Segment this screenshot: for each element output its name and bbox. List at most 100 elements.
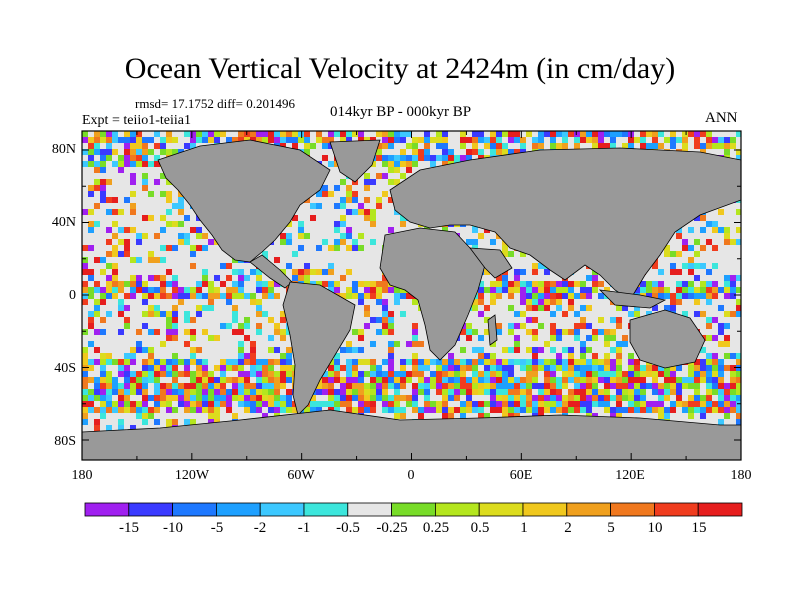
field-cell <box>682 131 688 137</box>
field-cell <box>190 137 196 143</box>
field-cell <box>298 275 304 281</box>
field-cell <box>106 275 112 281</box>
field-cell <box>568 407 574 413</box>
field-cell <box>508 389 514 395</box>
field-cell <box>322 239 328 245</box>
field-cell <box>298 233 304 239</box>
field-cell <box>268 293 274 299</box>
field-cell <box>136 287 142 293</box>
field-cell <box>412 395 418 401</box>
field-cell <box>112 269 118 275</box>
field-cell <box>580 287 586 293</box>
field-cell <box>460 143 466 149</box>
field-cell <box>658 407 664 413</box>
field-cell <box>154 305 160 311</box>
field-cell <box>310 269 316 275</box>
field-cell <box>502 371 508 377</box>
field-cell <box>130 203 136 209</box>
field-cell <box>514 275 520 281</box>
field-cell <box>250 131 256 137</box>
field-cell <box>520 323 526 329</box>
field-cell <box>352 329 358 335</box>
field-cell <box>640 395 646 401</box>
field-cell <box>172 281 178 287</box>
field-cell <box>112 197 118 203</box>
field-cell <box>154 329 160 335</box>
field-cell <box>370 359 376 365</box>
field-cell <box>364 359 370 365</box>
field-cell <box>172 323 178 329</box>
field-cell <box>268 395 274 401</box>
field-cell <box>100 329 106 335</box>
colorbar-box <box>697 502 743 517</box>
field-cell <box>334 131 340 137</box>
field-cell <box>418 377 424 383</box>
field-cell <box>184 365 190 371</box>
field-cell <box>514 281 520 287</box>
field-cell <box>406 167 412 173</box>
field-cell <box>268 407 274 413</box>
field-cell <box>628 137 634 143</box>
field-cell <box>442 149 448 155</box>
field-cell <box>724 239 730 245</box>
field-cell <box>454 365 460 371</box>
field-cell <box>610 137 616 143</box>
field-cell <box>586 347 592 353</box>
field-cell <box>280 137 286 143</box>
field-cell <box>610 377 616 383</box>
field-cell <box>184 317 190 323</box>
field-cell <box>196 407 202 413</box>
field-cell <box>490 359 496 365</box>
field-cell <box>106 263 112 269</box>
field-cell <box>718 383 724 389</box>
field-cell <box>190 293 196 299</box>
field-cell <box>712 335 718 341</box>
field-cell <box>304 269 310 275</box>
field-cell <box>490 377 496 383</box>
field-cell <box>388 365 394 371</box>
field-cell <box>136 389 142 395</box>
field-cell <box>364 137 370 143</box>
field-cell <box>694 215 700 221</box>
field-cell <box>658 143 664 149</box>
field-cell <box>376 203 382 209</box>
field-cell <box>388 197 394 203</box>
field-cell <box>406 131 412 137</box>
field-cell <box>604 395 610 401</box>
field-cell <box>346 245 352 251</box>
field-cell <box>616 353 622 359</box>
field-cell <box>400 155 406 161</box>
field-cell <box>670 305 676 311</box>
field-cell <box>676 365 682 371</box>
field-cell <box>370 293 376 299</box>
field-cell <box>250 383 256 389</box>
field-cell <box>604 407 610 413</box>
field-cell <box>322 389 328 395</box>
field-cell <box>172 275 178 281</box>
field-cell <box>202 281 208 287</box>
field-cell <box>322 155 328 161</box>
season-label: ANN <box>705 110 738 126</box>
field-cell <box>118 287 124 293</box>
field-cell <box>688 407 694 413</box>
colorbar-box <box>347 502 392 517</box>
field-cell <box>382 371 388 377</box>
field-cell <box>406 155 412 161</box>
field-cell <box>388 341 394 347</box>
field-cell <box>148 251 154 257</box>
field-cell <box>280 269 286 275</box>
field-cell <box>106 281 112 287</box>
field-cell <box>478 299 484 305</box>
field-cell <box>358 329 364 335</box>
field-cell <box>730 275 736 281</box>
colorbar-box <box>522 502 568 517</box>
field-cell <box>586 383 592 389</box>
field-cell <box>118 407 124 413</box>
field-cell <box>688 401 694 407</box>
field-cell <box>514 395 520 401</box>
field-cell <box>100 413 106 419</box>
field-cell <box>640 281 646 287</box>
field-cell <box>532 293 538 299</box>
field-cell <box>706 407 712 413</box>
field-cell <box>172 311 178 317</box>
